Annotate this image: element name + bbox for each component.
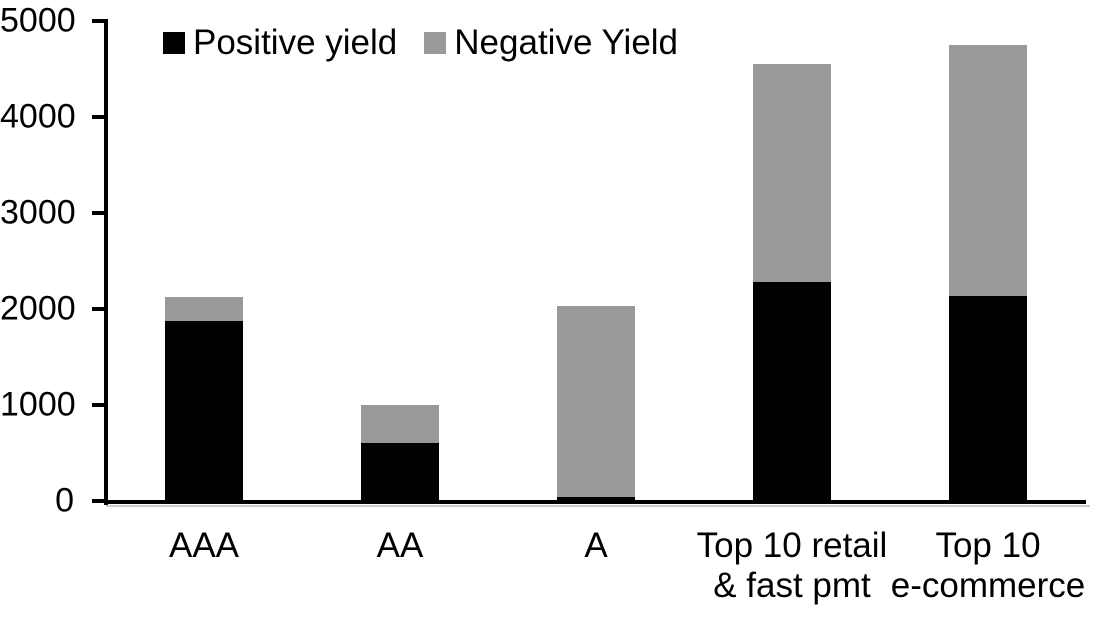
bar-segment-negative-yield-3 [557,306,635,498]
x-axis-shadow-line [106,505,1090,507]
y-tick-label: 4000 [0,97,76,136]
positive-yield-swatch-icon [163,32,185,54]
x-category-label: AAA [168,526,240,565]
x-category-label: Top 10 e-commerce [890,526,1086,605]
legend-label-negative-yield: Negative Yield [454,23,679,62]
x-category-label: A [584,526,608,565]
x-axis-line [104,500,1086,504]
y-tick-label: 2000 [0,289,76,328]
y-tick-mark [92,307,108,311]
y-tick-mark [92,403,108,407]
y-tick-mark [92,211,108,215]
legend-item-positive-yield: Positive yield [163,22,397,64]
bar-segment-negative-yield-1 [165,296,243,321]
y-tick-mark [92,19,108,23]
y-axis-line [104,21,108,505]
bar-segment-positive-yield-4 [753,282,831,501]
x-category-label: Top 10 retail & fast pmt [696,526,888,605]
bar-segment-negative-yield-2 [361,405,439,444]
y-tick-mark [92,499,108,503]
bar-segment-positive-yield-1 [165,320,243,501]
chart-legend: Positive yield Negative Yield [163,22,678,64]
y-tick-mark [92,115,108,119]
bar-segment-positive-yield-2 [361,443,439,501]
bar-segment-positive-yield-3 [557,497,635,501]
bar-segment-negative-yield-4 [753,64,831,283]
y-tick-label: 1000 [0,385,76,424]
legend-item-negative-yield: Negative Yield [424,22,678,64]
y-tick-label: 3000 [0,193,76,232]
negative-yield-swatch-icon [424,32,447,54]
bar-segment-negative-yield-5 [949,45,1027,296]
legend-label-positive-yield: Positive yield [193,23,398,62]
y-tick-label: 5000 [0,1,76,40]
x-category-label: AA [376,526,424,565]
bar-segment-positive-yield-5 [949,295,1027,501]
y-tick-label: 0 [55,481,74,520]
